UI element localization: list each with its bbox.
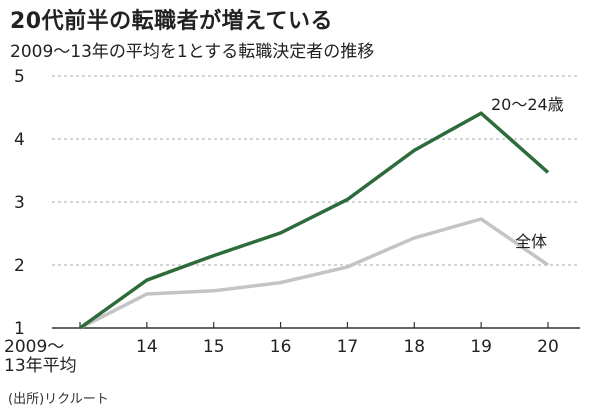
x-tick-label: 13年平均 (4, 356, 77, 376)
x-tick-label: 15 (203, 337, 225, 357)
y-tick-label: 5 (14, 67, 25, 87)
series-label: 全体 (515, 232, 547, 251)
y-tick-label: 3 (14, 193, 25, 213)
x-tick-label: 16 (270, 337, 292, 357)
x-tick-label: 2009～ (4, 337, 64, 357)
chart-title: 20代前半の転職者が増えている (10, 9, 334, 34)
series-line (78, 111, 550, 330)
y-tick-label: 4 (14, 130, 25, 150)
source-note: (出所)リクルート (8, 392, 109, 407)
x-tick-label: 14 (136, 337, 158, 357)
x-tick-label: 17 (337, 337, 359, 357)
x-tick-label: 20 (537, 337, 559, 357)
chart-subtitle: 2009～13年の平均を1とする転職決定者の推移 (10, 42, 375, 62)
series-line (79, 217, 549, 330)
x-tick-label: 19 (470, 337, 492, 357)
y-tick-label: 2 (14, 256, 25, 276)
y-tick-label: 1 (14, 319, 25, 339)
series-label: 20～24歳 (491, 95, 564, 114)
x-tick-label: 18 (403, 337, 425, 357)
